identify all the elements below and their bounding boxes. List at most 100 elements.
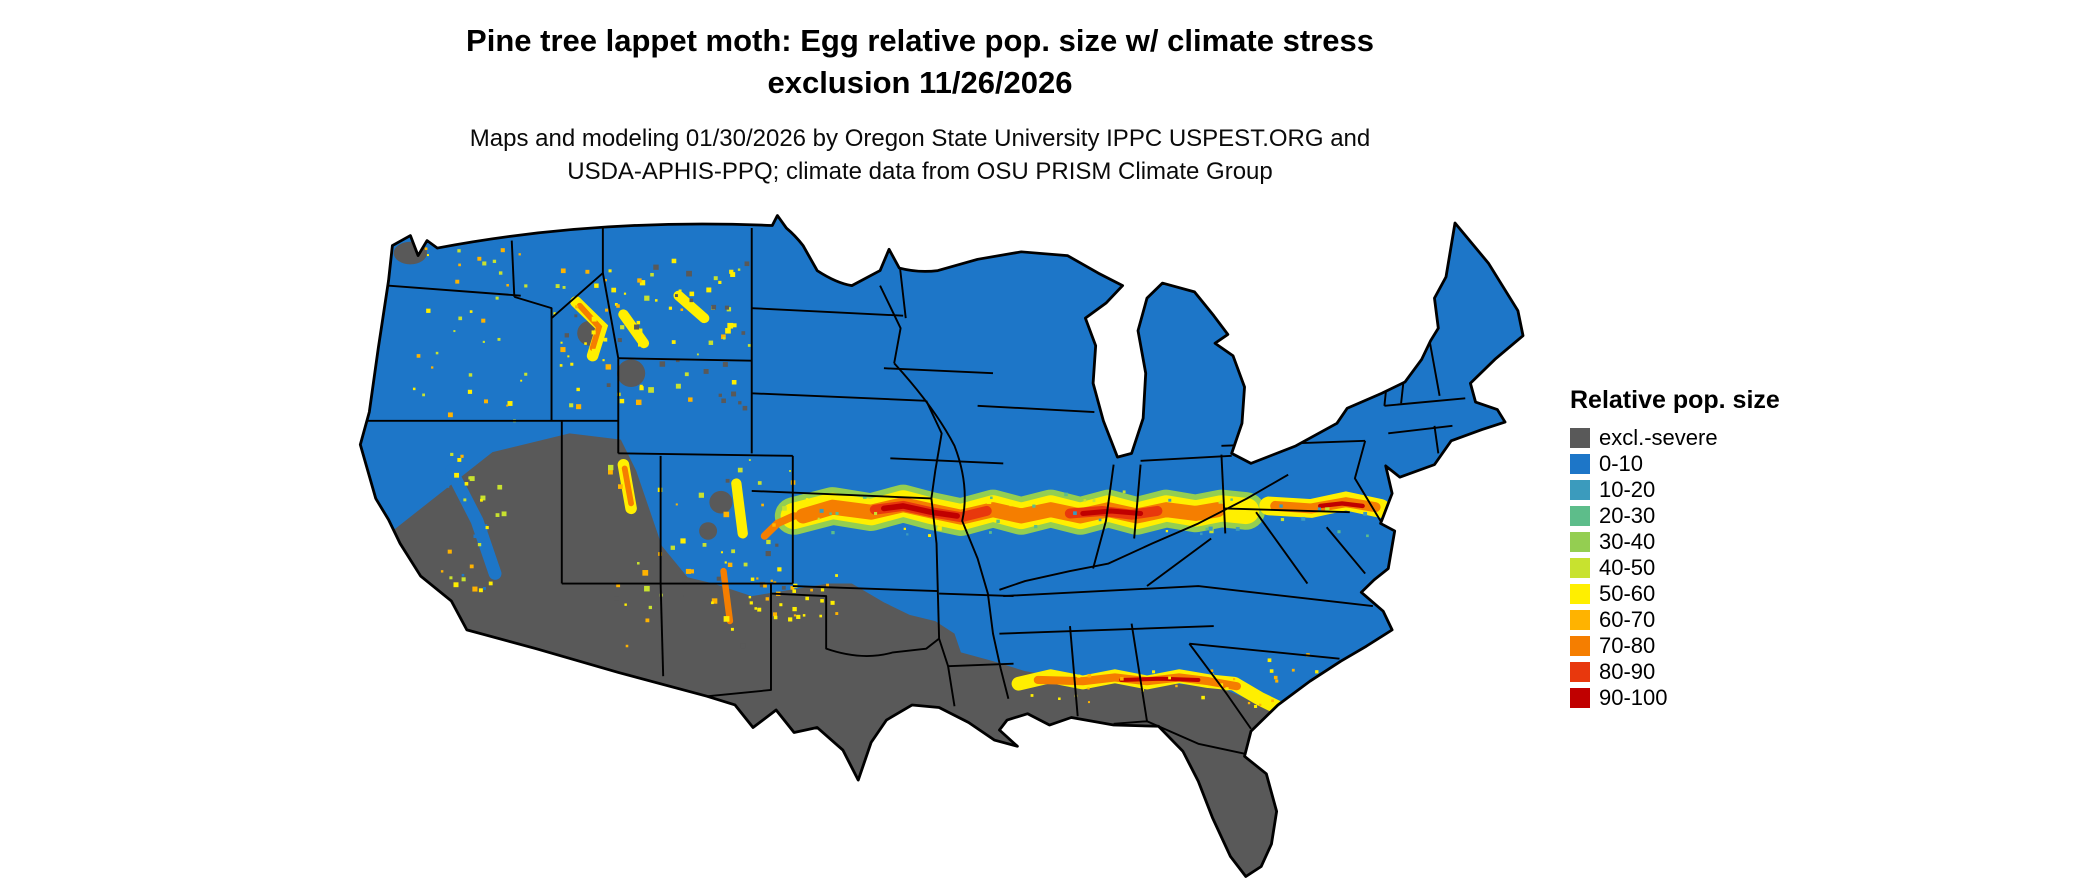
speckle xyxy=(819,614,823,618)
speckle xyxy=(1366,534,1369,538)
speckle xyxy=(727,322,734,329)
speckle xyxy=(723,511,730,518)
speckle xyxy=(569,403,574,408)
speckle xyxy=(616,304,620,308)
speckle xyxy=(989,531,992,534)
speckle xyxy=(506,404,509,407)
speckle xyxy=(1301,516,1306,521)
legend-swatch xyxy=(1570,584,1590,604)
speckle xyxy=(483,524,488,528)
speckle xyxy=(611,287,617,293)
speckle xyxy=(1317,507,1322,511)
speckle xyxy=(831,530,835,535)
us-outline xyxy=(358,214,1525,878)
speckle xyxy=(802,614,806,617)
speckle xyxy=(506,283,509,287)
map-title-line-1: Pine tree lappet moth: Egg relative pop.… xyxy=(466,23,1374,58)
speckle xyxy=(1032,504,1036,508)
legend-swatch xyxy=(1570,454,1590,474)
speckle xyxy=(675,383,681,389)
speckle xyxy=(473,534,478,538)
speckle xyxy=(718,393,722,397)
streak-wasatch-o xyxy=(621,465,634,507)
speckle xyxy=(1087,687,1090,690)
speckle xyxy=(562,285,566,289)
speckle xyxy=(1216,497,1221,502)
speckle xyxy=(1152,670,1156,674)
sierra-strip xyxy=(445,464,502,580)
speckle xyxy=(731,391,737,397)
speckle xyxy=(724,561,727,564)
speckle xyxy=(461,577,466,582)
speckle xyxy=(654,299,658,302)
speckle xyxy=(576,387,580,392)
speckle xyxy=(750,577,755,581)
legend-swatch xyxy=(1570,610,1590,630)
speckle xyxy=(412,387,416,391)
speckle xyxy=(1087,701,1091,704)
speckle xyxy=(440,570,444,573)
speckle xyxy=(618,484,623,489)
speckle xyxy=(835,511,839,515)
speckle xyxy=(724,305,730,310)
speckle xyxy=(711,598,718,604)
speckle xyxy=(731,549,736,554)
speckle xyxy=(792,589,797,593)
speckle xyxy=(748,595,752,599)
speckle xyxy=(507,401,513,406)
legend-swatch xyxy=(1570,532,1590,552)
legend-label: 20-30 xyxy=(1599,503,1656,528)
speckle xyxy=(450,452,454,456)
speckle xyxy=(782,506,787,511)
state-borders xyxy=(361,227,1466,756)
speckle xyxy=(820,588,825,592)
speckle xyxy=(644,295,650,301)
speckle xyxy=(765,597,770,601)
speckle xyxy=(765,551,771,557)
speckle xyxy=(1259,703,1262,706)
speckle xyxy=(659,361,666,367)
speckle xyxy=(457,249,461,253)
speckle xyxy=(1275,679,1279,683)
speckle xyxy=(744,261,750,267)
speckle xyxy=(986,499,992,504)
speckle xyxy=(718,280,722,284)
speckle xyxy=(720,551,723,554)
speckle xyxy=(463,498,467,502)
speckle xyxy=(1058,697,1061,700)
map-subtitle-line-1: Maps and modeling 01/30/2026 by Oregon S… xyxy=(469,124,1371,152)
speckle xyxy=(484,399,489,404)
speckle xyxy=(467,389,473,394)
speckle xyxy=(1311,688,1315,692)
speckle xyxy=(1254,704,1258,708)
speckle xyxy=(711,304,717,310)
speckle xyxy=(485,525,489,530)
speckle xyxy=(1230,498,1233,501)
speckle xyxy=(634,324,640,330)
speckle xyxy=(1087,673,1092,678)
speckle-layer xyxy=(412,247,1369,708)
speckle xyxy=(742,405,748,411)
legend-swatch xyxy=(1570,428,1590,448)
speckle xyxy=(772,523,776,527)
speckle xyxy=(594,283,599,288)
legend-label: 90-100 xyxy=(1599,685,1668,710)
speckle xyxy=(727,562,733,568)
speckle xyxy=(675,503,678,506)
band-east-red xyxy=(1318,501,1365,509)
speckle xyxy=(814,497,817,500)
legend-item: 90-100 xyxy=(1570,685,1830,711)
speckle xyxy=(996,519,1000,524)
speckle xyxy=(648,605,653,610)
speckle xyxy=(653,264,659,270)
speckle xyxy=(604,278,607,282)
streak-co-tail xyxy=(760,512,798,540)
speckle xyxy=(805,596,809,601)
speckle xyxy=(668,306,673,310)
legend-swatch xyxy=(1570,480,1590,500)
speckle xyxy=(671,258,677,264)
speckle xyxy=(495,513,500,517)
speckle xyxy=(1315,670,1319,674)
speckle xyxy=(482,261,487,266)
speckle xyxy=(1209,529,1214,534)
